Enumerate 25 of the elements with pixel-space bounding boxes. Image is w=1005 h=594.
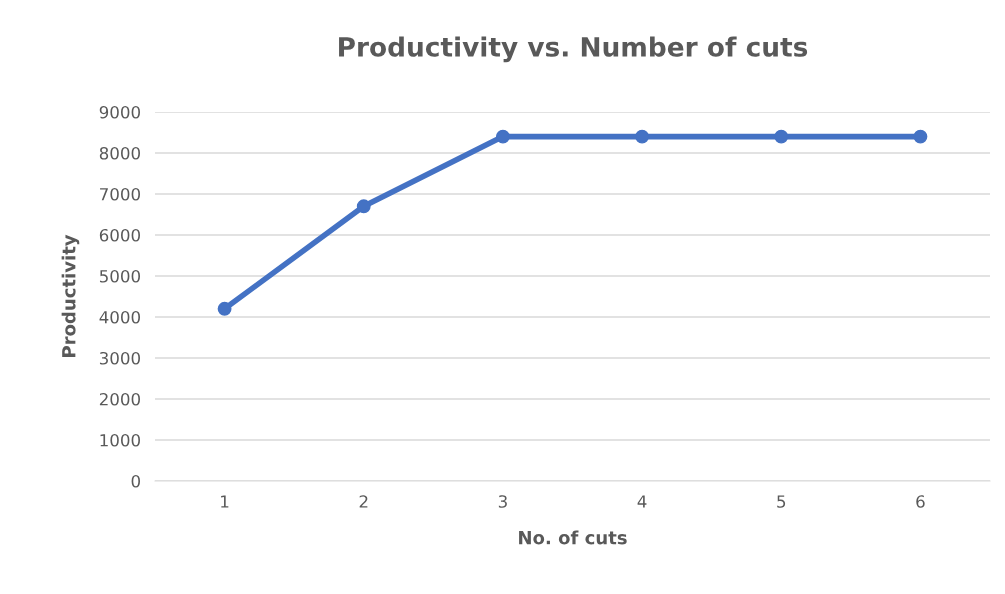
y-tick-label: 5000 — [99, 269, 140, 283]
x-axis-title: No. of cuts — [519, 530, 627, 545]
x-tick-label: 5 — [777, 495, 786, 508]
point — [495, 129, 510, 144]
point — [913, 129, 928, 144]
x-tick-label: 6 — [916, 495, 925, 508]
chart-title: Productivity vs. Number of cuts — [339, 36, 808, 63]
y-tick-label: 9000 — [99, 105, 140, 119]
x-tick-label: 4 — [637, 495, 647, 508]
y-tick-label: 6000 — [99, 228, 140, 242]
point — [635, 129, 650, 144]
x-tick-label: 2 — [359, 495, 368, 508]
y-tick-label: 3000 — [99, 351, 140, 365]
y-tick-label: 4000 — [99, 310, 140, 324]
y-tick-label: 7000 — [100, 187, 140, 201]
x-tick-label: 1 — [221, 495, 229, 508]
point — [217, 301, 232, 316]
y-tick-label: 8000 — [99, 146, 140, 160]
y-tick-label: 1000 — [100, 433, 140, 447]
y-tick-label: 2000 — [99, 392, 140, 406]
point — [774, 129, 789, 144]
y-axis-title: Productivity — [61, 234, 80, 357]
y-tick-label: 0 — [131, 474, 140, 488]
point — [356, 199, 371, 214]
x-tick-label: 3 — [498, 495, 507, 508]
